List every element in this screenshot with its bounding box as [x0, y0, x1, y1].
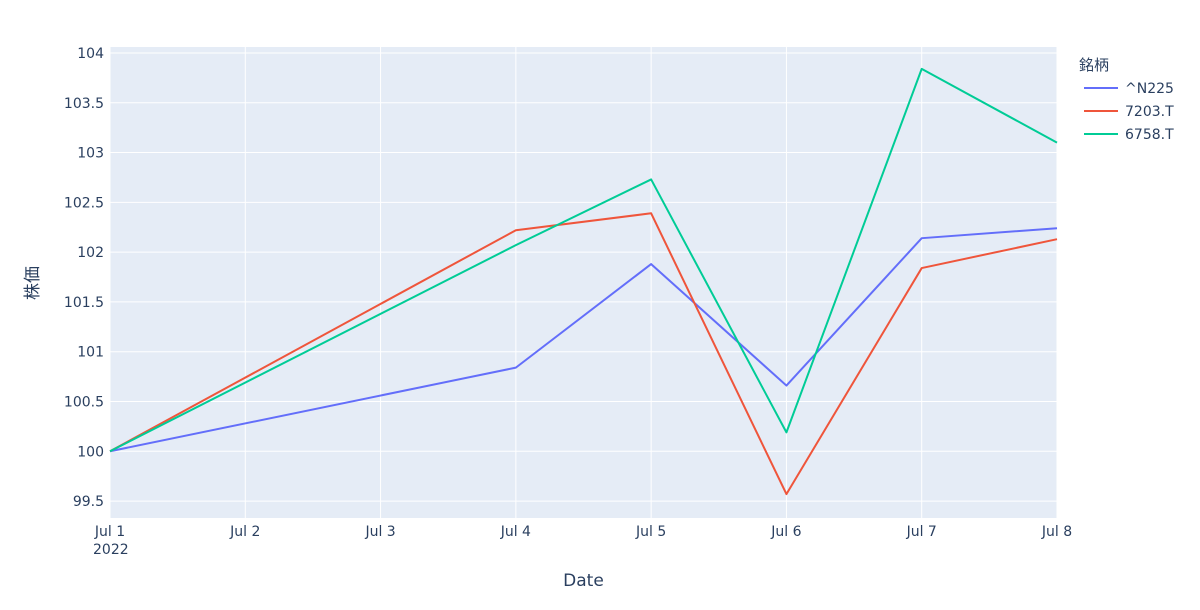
legend-title: 銘柄 — [1079, 56, 1109, 74]
series-lines — [109, 67, 1058, 496]
x-tick-label: Jul 2 — [229, 524, 260, 540]
x-tick-year-label: 2022 — [93, 542, 129, 558]
x-tick-label: Jul 3 — [364, 524, 395, 540]
y-tick-label: 104 — [77, 46, 104, 62]
grid-lines — [109, 47, 1058, 518]
x-tick-label: Jul 1 — [94, 524, 125, 540]
x-axis-title: Date — [563, 571, 604, 591]
series-line — [109, 227, 1058, 453]
y-tick-label: 100 — [77, 444, 104, 460]
y-tick-label: 101.5 — [64, 295, 104, 311]
y-axis-title: 株価 — [23, 266, 43, 300]
series-line — [109, 67, 1058, 453]
y-axis-ticks: 99.5 100 100.5 101 101.5 102 102.5 103 103.5 104 — [64, 46, 104, 510]
y-tick-label: 103 — [77, 146, 104, 162]
legend-item-label: 7203.T — [1125, 104, 1174, 120]
series-line — [109, 212, 1058, 496]
legend-item-label: ^N225 — [1125, 81, 1174, 97]
y-tick-label: 100.5 — [64, 394, 104, 410]
legend-item-label: 6758.T — [1125, 127, 1174, 143]
x-tick-label: Jul 7 — [906, 524, 937, 540]
x-axis-ticks: Jul 1 Jul 2 Jul 3 Jul 4 Jul 5 Jul 6 Jul 7 Jul 8… — [93, 524, 1072, 558]
legend[interactable]: 銘柄 ^N225 7203.T 6758.T — [1079, 56, 1174, 143]
plot-background — [110, 47, 1057, 518]
y-tick-label: 102.5 — [64, 195, 104, 211]
x-tick-label: Jul 6 — [770, 524, 801, 540]
x-tick-label: Jul 8 — [1041, 524, 1072, 540]
x-tick-label: Jul 5 — [635, 524, 666, 540]
y-tick-label: 101 — [77, 345, 104, 361]
y-tick-label: 102 — [77, 245, 104, 261]
y-tick-label: 99.5 — [73, 494, 104, 510]
x-tick-label: Jul 4 — [500, 524, 531, 540]
y-tick-label: 103.5 — [64, 96, 104, 112]
